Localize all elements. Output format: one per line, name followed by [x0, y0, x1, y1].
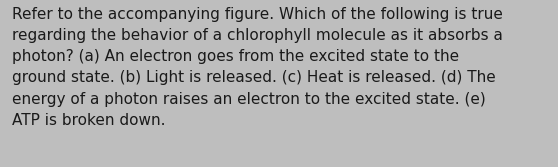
Text: Refer to the accompanying figure. Which of the following is true
regarding the b: Refer to the accompanying figure. Which … — [12, 7, 503, 128]
